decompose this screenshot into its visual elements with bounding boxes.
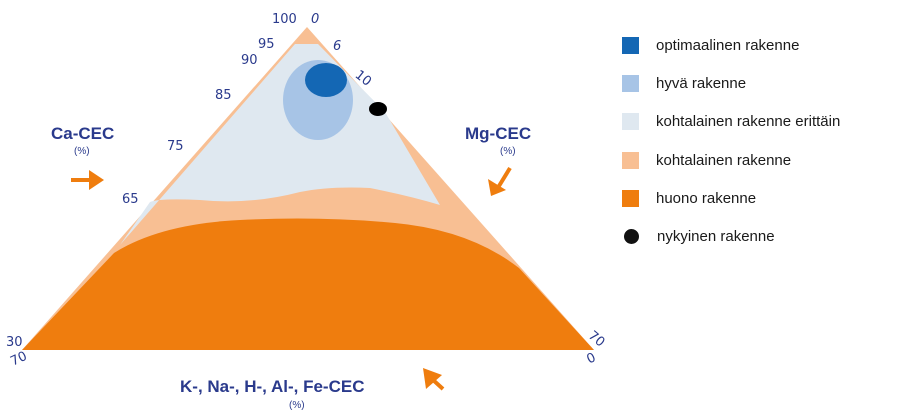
ca-direction-arrow (71, 170, 104, 190)
legend-label-current: nykyinen rakenne (657, 227, 775, 245)
ca-tick-75: 75 (167, 139, 184, 154)
ca-axis-unit: (%) (74, 146, 90, 157)
base-tick-0: 0 (585, 350, 599, 367)
legend-swatch-poor (622, 189, 639, 207)
legend-dot-current (624, 228, 639, 244)
legend-swatch-good (622, 75, 639, 93)
base-direction-arrow (423, 368, 445, 391)
legend-item-poor: huono rakenne (622, 189, 921, 208)
ca-tick-30: 30 (6, 335, 23, 350)
ca-tick-85: 85 (215, 88, 232, 103)
ca-tick-90: 90 (241, 53, 258, 68)
base-axis-unit: (%) (289, 400, 305, 411)
legend-item-moderate-very: kohtalainen rakenne erittäin (622, 112, 921, 131)
ca-tick-95: 95 (258, 37, 275, 52)
ca-axis-title: Ca-CEC (51, 124, 114, 143)
legend-item-good: hyvä rakenne (622, 74, 921, 93)
mg-direction-arrow (488, 166, 512, 196)
legend-label-good: hyvä rakenne (656, 75, 747, 93)
current-state-marker (369, 102, 387, 116)
legend-label-poor: huono rakenne (656, 189, 757, 207)
legend: optimaalinen rakenne hyvä rakenne kohtal… (622, 36, 921, 265)
region-optimal (305, 63, 347, 97)
mg-axis-title: Mg-CEC (465, 124, 531, 143)
legend-item-optimal: optimaalinen rakenne (622, 36, 921, 55)
region-poor (22, 218, 594, 350)
legend-label-optimal: optimaalinen rakenne (656, 37, 800, 54)
mg-tick-0: 0 (311, 12, 319, 27)
legend-item-current: nykyinen rakenne (622, 227, 921, 246)
base-axis-title: K-, Na-, H-, Al-, Fe-CEC (180, 377, 364, 396)
region-moderate-very (120, 44, 440, 245)
legend-item-moderate: kohtalainen rakenne (622, 151, 921, 170)
mg-axis-unit: (%) (500, 146, 516, 157)
ca-tick-100: 100 (272, 12, 297, 27)
legend-label-moderate: kohtalainen rakenne (656, 151, 792, 169)
legend-swatch-moderate-very (622, 113, 639, 131)
legend-swatch-moderate (622, 151, 639, 169)
base-tick-70: 70 (8, 349, 29, 370)
legend-swatch-optimal (622, 37, 639, 54)
ca-tick-65: 65 (122, 192, 139, 207)
legend-label-moderate-very: kohtalainen rakenne erittäin (656, 113, 841, 131)
mg-tick-6: 6 (333, 39, 341, 54)
